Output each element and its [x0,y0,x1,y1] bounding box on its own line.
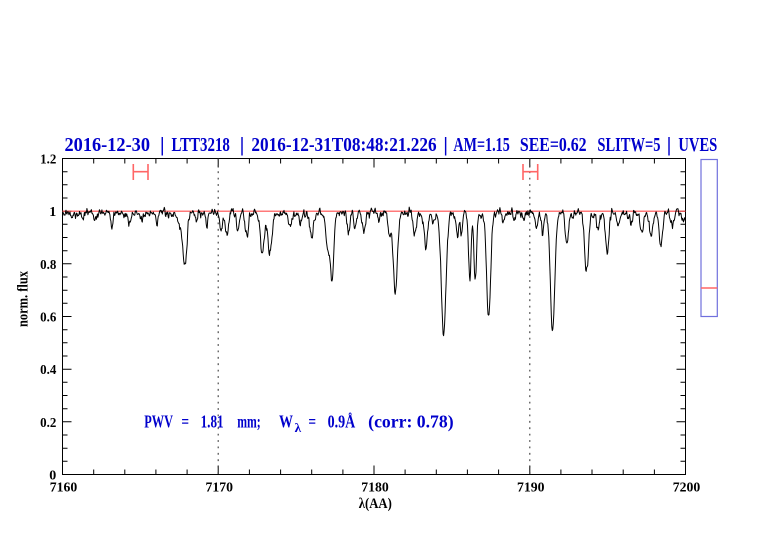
svg-text:UVES: UVES [678,134,717,156]
svg-text:7190: 7190 [517,481,545,496]
svg-text:mm;: mm; [237,411,261,431]
svg-text:2016-12-30: 2016-12-30 [65,134,151,156]
svg-text:0.6: 0.6 [40,311,56,326]
svg-text:|: | [667,134,672,156]
svg-text:0.4: 0.4 [40,363,56,378]
svg-text:PWV: PWV [144,411,173,431]
svg-text:SEE=0.62: SEE=0.62 [520,134,587,156]
svg-text:=: = [181,411,189,431]
svg-text:norm. flux: norm. flux [16,271,32,327]
svg-text:=: = [308,411,316,431]
svg-text:7180: 7180 [361,481,389,496]
svg-text:|: | [240,134,245,156]
svg-text:|: | [160,134,165,156]
svg-text:AM=1.15: AM=1.15 [453,134,509,156]
svg-text:W: W [279,411,293,431]
svg-text:0.8: 0.8 [40,258,56,273]
svg-text:1.2: 1.2 [40,153,56,168]
svg-text:SLITW=5: SLITW=5 [597,134,660,156]
svg-text:λ(AA): λ(AA) [359,496,392,512]
svg-text:LTT3218: LTT3218 [172,134,230,156]
svg-text:2016-12-31T08:48:21.226: 2016-12-31T08:48:21.226 [251,134,436,156]
svg-text:λ: λ [295,420,302,435]
svg-text:(corr: 0.78): (corr: 0.78) [368,411,454,431]
svg-text:7200: 7200 [673,481,701,496]
svg-text:1.81: 1.81 [201,411,224,431]
svg-text:7160: 7160 [50,481,78,496]
svg-text:7170: 7170 [205,481,233,496]
svg-text:1: 1 [49,205,56,220]
svg-text:0.2: 0.2 [40,416,56,431]
svg-text:0.9Å: 0.9Å [328,411,356,431]
svg-text:|: | [443,134,448,156]
svg-text:0: 0 [49,469,56,484]
